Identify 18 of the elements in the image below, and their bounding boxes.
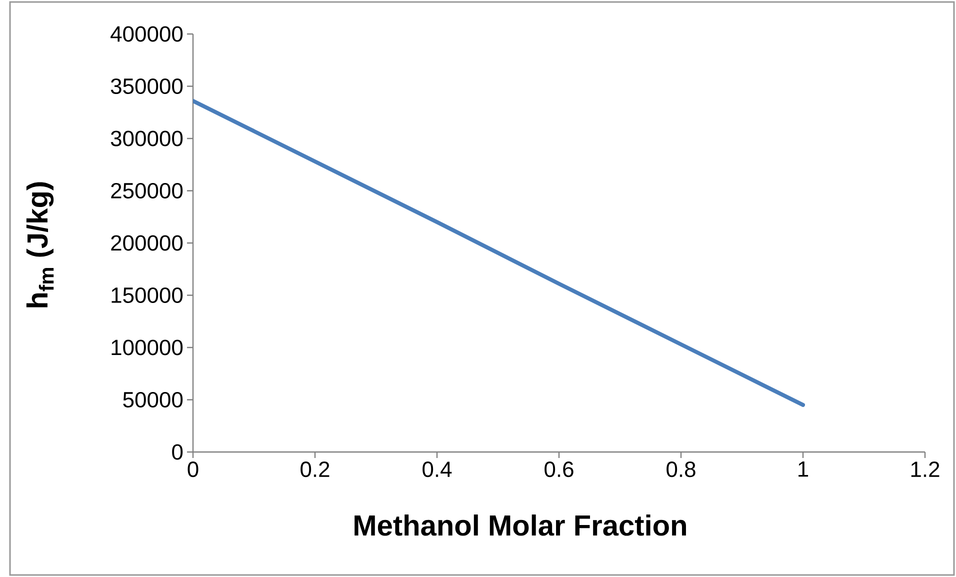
y-tick-label: 50000	[123, 392, 183, 408]
y-tick-label: 300000	[110, 130, 183, 146]
x-axis-title: Methanol Molar Fraction	[354, 514, 686, 536]
y-tick-label: 100000	[112, 340, 183, 356]
y-tick-label: 200000	[111, 235, 183, 251]
x-tick-label: 0.6	[544, 462, 574, 478]
y-axis-title: h$_{fm}$ (J/kg)	[26, 182, 54, 308]
y-tick-label: 0	[172, 444, 183, 460]
x-tick-label: 0.8	[666, 462, 696, 478]
x-tick-label: 1.2	[911, 462, 940, 477]
y-tick-label: 150000	[112, 287, 183, 304]
y-tick-label: 400000	[110, 26, 183, 42]
x-tick-label: 1	[798, 462, 808, 477]
x-tick-label: 0.4	[422, 462, 452, 478]
x-tick-label: 0	[188, 462, 198, 478]
y-tick-label: 350000	[110, 78, 183, 94]
y-tick-label: 250000	[111, 182, 183, 199]
x-tick-label: 0.2	[300, 462, 330, 478]
